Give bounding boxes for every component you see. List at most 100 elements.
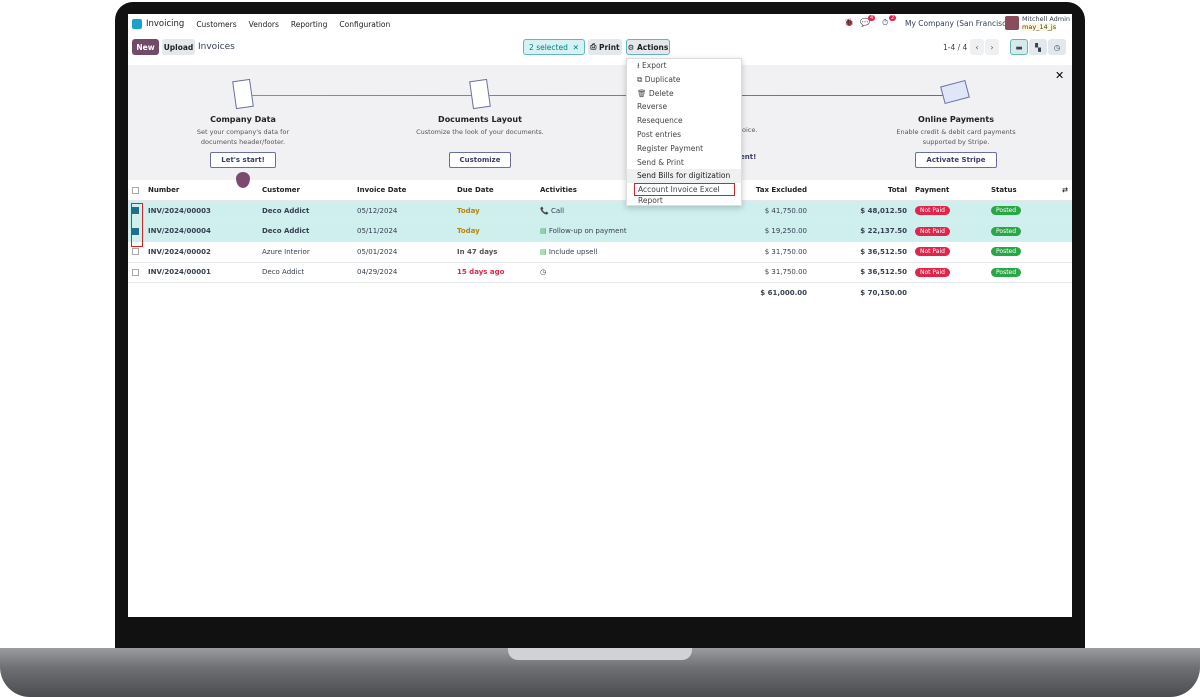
step-button-partial[interactable]: ent! xyxy=(740,153,757,161)
activity-icon[interactable]: 📞 xyxy=(540,206,549,215)
col-number[interactable]: Number xyxy=(144,180,258,201)
duplicate-icon: ⧉ xyxy=(637,74,643,84)
db-name: may_14_js xyxy=(1022,23,1057,31)
pager-prev-button[interactable]: ‹ xyxy=(970,39,984,55)
pager-next-button[interactable]: › xyxy=(985,39,999,55)
activity-view-button[interactable]: ◷ xyxy=(1048,39,1066,55)
menu-customers[interactable]: Customers xyxy=(196,19,237,29)
cell-customer: Deco Addict xyxy=(258,200,353,222)
action-item-send-bills-for-digitization[interactable]: Send Bills for digitization xyxy=(627,169,741,184)
col-invoice-date[interactable]: Invoice Date xyxy=(353,180,453,201)
cell-customer: Azure Interior xyxy=(258,241,353,263)
status-badge: Posted xyxy=(991,267,1022,277)
selected-count: 2 selected xyxy=(529,42,568,52)
print-label: Print xyxy=(598,42,620,52)
avatar[interactable] xyxy=(1005,16,1019,30)
action-item-account-invoice-excel-report[interactable]: Account Invoice Excel Report xyxy=(634,183,735,205)
cell-customer: Deco Addict xyxy=(258,221,353,242)
clear-selection-icon[interactable]: ✕ xyxy=(572,42,579,52)
column-settings-icon[interactable]: ⇄ xyxy=(1049,180,1072,201)
select-all-checkbox[interactable] xyxy=(132,186,139,194)
app-logo-icon[interactable] xyxy=(132,19,142,29)
cell-due-date: Today xyxy=(453,200,536,222)
table-row[interactable]: INV/2024/00002 Azure Interior 05/01/2024… xyxy=(128,241,1072,263)
cell-activities[interactable]: ▤ Include upsell xyxy=(536,241,656,263)
cell-activities[interactable]: ◷ xyxy=(536,262,656,283)
actions-button[interactable]: ⚙ Actions xyxy=(626,39,670,55)
table-header: Number Customer Invoice Date Due Date Ac… xyxy=(128,180,1072,201)
pager-value[interactable]: 1-4 / 4 xyxy=(943,43,968,52)
menu-configuration[interactable]: Configuration xyxy=(339,19,391,29)
page-title: Invoices xyxy=(198,42,235,52)
document-icon xyxy=(469,78,491,110)
messages-icon[interactable]: 💬 xyxy=(860,18,870,27)
cell-activities[interactable]: ▤ Follow-up on payment xyxy=(536,221,656,242)
laptop-notch xyxy=(508,648,692,660)
step-title: Documents Layout xyxy=(438,115,522,124)
list-view-button[interactable]: ▬ xyxy=(1010,39,1028,55)
action-item-reverse[interactable]: Reverse xyxy=(627,100,741,114)
new-button[interactable]: New xyxy=(132,39,159,55)
action-item-duplicate[interactable]: ⧉ Duplicate xyxy=(627,73,741,87)
gear-icon: ⚙ xyxy=(627,42,635,52)
upload-button[interactable]: Upload xyxy=(162,39,195,55)
cell-total: $ 36,512.50 xyxy=(811,241,911,263)
activity-label: Include upsell xyxy=(548,247,598,256)
customize-button[interactable]: Customize xyxy=(448,152,512,168)
step-desc: Set your company's data for documents he… xyxy=(196,128,290,146)
action-item-delete[interactable]: 🗑 Delete xyxy=(627,87,741,101)
col-total[interactable]: Total xyxy=(811,180,911,201)
activity-icon[interactable]: ▤ xyxy=(540,247,547,256)
cell-due-date: 15 days ago xyxy=(453,262,536,283)
row-checkbox[interactable] xyxy=(132,207,139,215)
action-label: Post entries xyxy=(637,129,682,139)
action-item-register-payment[interactable]: Register Payment xyxy=(627,142,741,156)
cell-number: INV/2024/00003 xyxy=(144,200,258,222)
print-button[interactable]: ⎙ Print xyxy=(588,39,622,55)
onboarding-panel: ✕ Company Data Set your company's data fo… xyxy=(128,65,1072,188)
kanban-view-button[interactable]: ▚ xyxy=(1029,39,1047,55)
activity-icon[interactable]: ◷ xyxy=(540,268,547,277)
action-item-export[interactable]: ⭳ Export xyxy=(627,59,741,73)
activate-stripe-button[interactable]: Activate Stripe xyxy=(915,152,997,168)
cell-due-date: Today xyxy=(453,221,536,242)
action-item-post-entries[interactable]: Post entries xyxy=(627,128,741,142)
row-checkbox[interactable] xyxy=(132,268,139,276)
col-status[interactable]: Status xyxy=(987,180,1050,201)
cell-total: $ 22,137.50 xyxy=(811,221,911,242)
bug-icon[interactable]: 🐞 xyxy=(844,18,854,27)
row-checkbox[interactable] xyxy=(132,248,139,256)
col-due-date[interactable]: Due Date xyxy=(453,180,536,201)
menu-vendors[interactable]: Vendors xyxy=(248,19,279,29)
user-name[interactable]: Mitchell Admin xyxy=(1022,15,1071,23)
selected-button[interactable]: 2 selected ✕ xyxy=(523,39,585,55)
table-row[interactable]: INV/2024/00003 Deco Addict 05/12/2024 To… xyxy=(128,200,1072,222)
menu-reporting[interactable]: Reporting xyxy=(290,19,328,29)
table-row[interactable]: INV/2024/00001 Deco Addict 04/29/2024 15… xyxy=(128,262,1072,283)
payment-badge: Not Paid xyxy=(915,247,950,257)
action-item-send-print[interactable]: Send & Print xyxy=(627,156,741,170)
col-customer[interactable]: Customer xyxy=(258,180,353,201)
step-desc: Enable credit & debit card payments supp… xyxy=(896,128,1016,146)
cell-invoice-date: 04/29/2024 xyxy=(353,262,453,283)
activity-icon[interactable]: ▤ xyxy=(540,227,547,236)
lets-start-button[interactable]: Let's start! xyxy=(210,152,276,168)
credit-card-icon xyxy=(940,79,970,105)
action-item-resequence[interactable]: Resequence xyxy=(627,114,741,128)
col-payment[interactable]: Payment xyxy=(911,180,987,201)
delete-icon: 🗑 xyxy=(637,88,647,98)
app-name[interactable]: Invoicing xyxy=(146,19,185,29)
row-checkbox[interactable] xyxy=(132,227,139,235)
total-tax-excluded: $ 61,000.00 xyxy=(760,289,807,297)
cell-tax-excluded: $ 31,750.00 xyxy=(656,241,811,263)
export-icon: ⭳ xyxy=(637,61,640,70)
payment-badge: Not Paid xyxy=(915,267,950,277)
company-switcher[interactable]: My Company (San Francisco) xyxy=(905,19,1014,28)
clock-icon[interactable]: ⏱ xyxy=(882,18,889,27)
payment-badge: Not Paid xyxy=(915,226,950,236)
cell-tax-excluded: $ 19,250.00 xyxy=(656,221,811,242)
close-onboarding-icon[interactable]: ✕ xyxy=(1055,69,1065,82)
cell-number: INV/2024/00004 xyxy=(144,221,258,242)
actions-dropdown: ⭳ Export ⧉ Duplicate 🗑 Delete Reverse Resequ… xyxy=(626,58,742,206)
table-row[interactable]: INV/2024/00004 Deco Addict 05/11/2024 To… xyxy=(128,221,1072,242)
